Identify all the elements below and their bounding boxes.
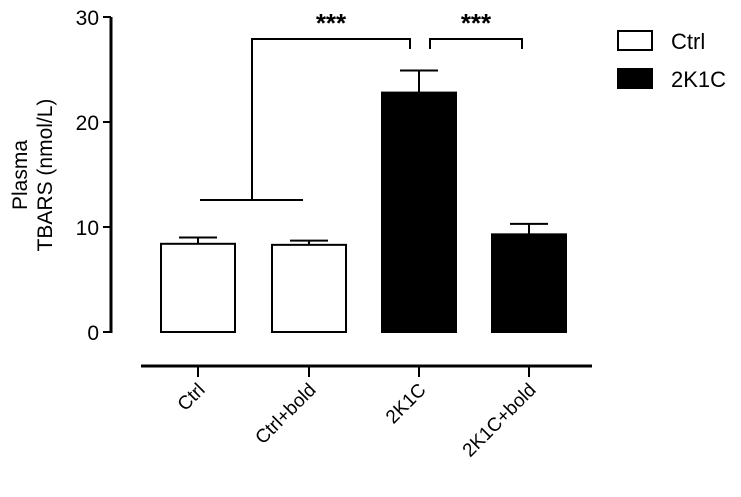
- significance-bracket-1: ***: [200, 8, 411, 201]
- svg-text:Ctrl: Ctrl: [671, 29, 705, 54]
- significance-label-2: ***: [461, 8, 492, 38]
- x-tick-label: Ctrl: [174, 380, 210, 416]
- legend: Ctrl 2K1C: [617, 29, 726, 92]
- x-ticks: Ctrl Ctrl+bold 2K1C 2K1C+bold: [174, 366, 541, 461]
- legend-item-2k1c: 2K1C: [617, 67, 726, 92]
- x-tick-label: 2K1C+bold: [459, 380, 541, 462]
- bar-ctrl: [160, 236, 236, 333]
- bar-2k1c: [381, 69, 457, 333]
- y-tick-label: 30: [76, 7, 99, 30]
- y-tick-label: 0: [87, 322, 99, 345]
- bar-ctrl-plus-bold: [271, 239, 347, 334]
- y-axis-label: Plasma TBARS (nmol/L): [9, 99, 57, 252]
- bar-2k1c-plus-bold: [491, 222, 567, 334]
- y-tick-label: 10: [76, 217, 99, 240]
- x-tick-label: Ctrl+bold: [252, 380, 321, 449]
- y-ticks: 0 10 20 30: [76, 7, 111, 345]
- significance-bracket-2: ***: [429, 8, 523, 49]
- svg-text:2K1C: 2K1C: [671, 67, 726, 92]
- bars: [160, 69, 567, 334]
- x-tick-label: 2K1C: [382, 380, 430, 428]
- legend-item-ctrl: Ctrl: [617, 29, 705, 54]
- svg-text:Plasma: Plasma: [9, 140, 32, 210]
- svg-text:TBARS (nmol/L): TBARS (nmol/L): [34, 99, 57, 252]
- y-tick-label: 20: [76, 112, 99, 135]
- significance-label-1: ***: [316, 8, 347, 38]
